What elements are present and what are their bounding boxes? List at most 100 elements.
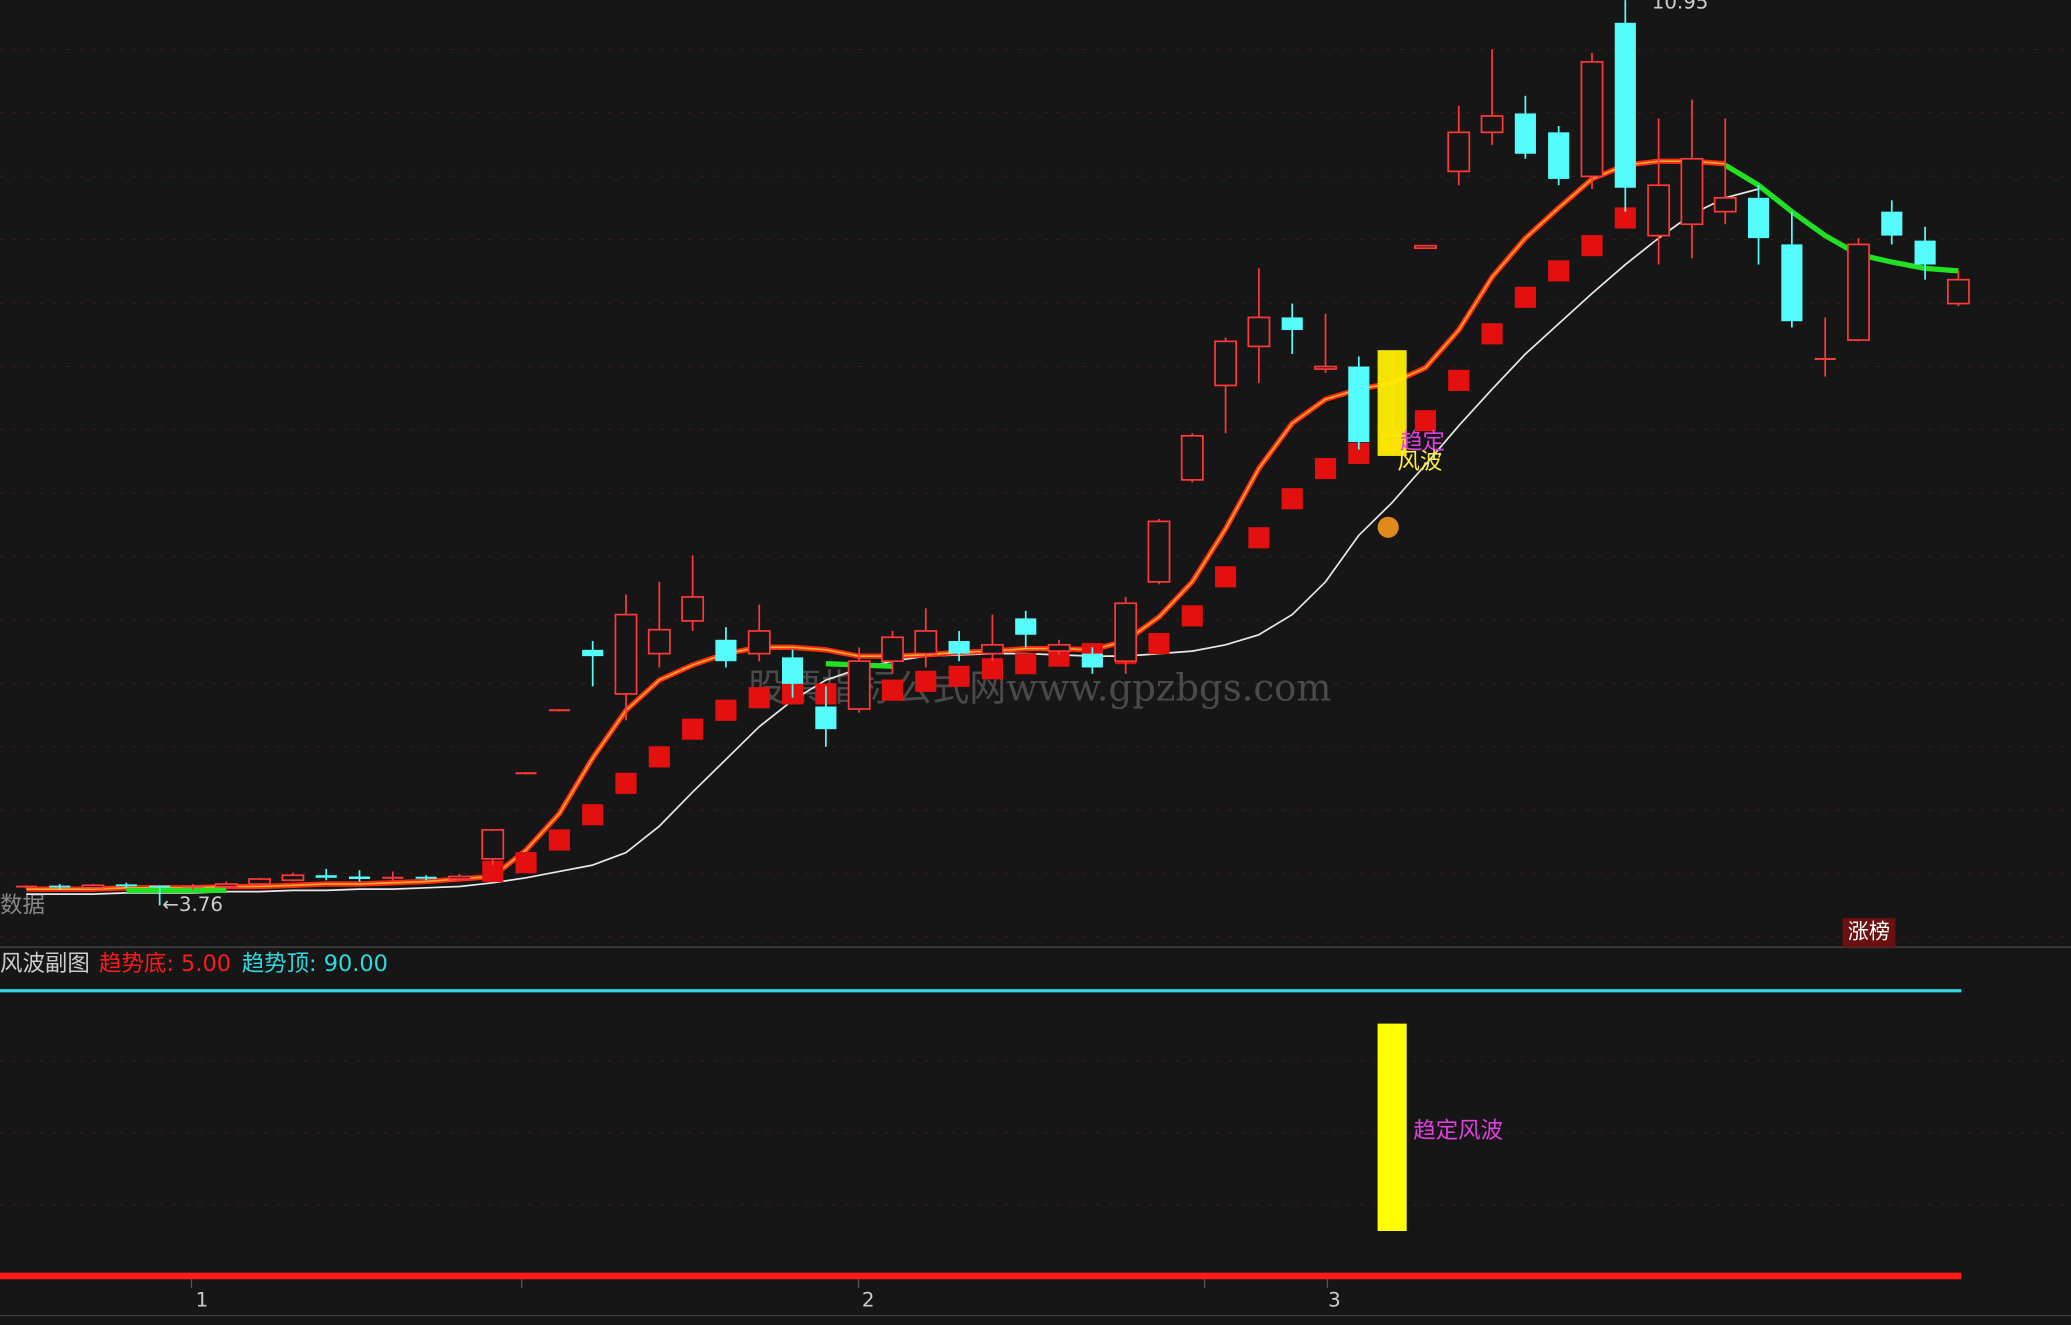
- candle-body: [815, 706, 837, 730]
- candle: [1314, 313, 1337, 373]
- candle: [681, 555, 705, 631]
- signal-bar: [948, 665, 970, 687]
- signal-bar: [648, 746, 670, 768]
- candle: [15, 885, 37, 890]
- signal-bar: [715, 699, 737, 721]
- badge-box: [1842, 918, 1896, 948]
- candle: [914, 608, 938, 668]
- candle-body: [1781, 244, 1803, 322]
- candle: [315, 868, 337, 881]
- candle: [1447, 105, 1471, 186]
- candle-body: [614, 613, 638, 695]
- candle: [614, 594, 638, 721]
- candle-body: [715, 639, 737, 662]
- candle: [1680, 99, 1704, 259]
- signal-bar: [1514, 286, 1536, 308]
- signal-bar: [582, 804, 604, 826]
- x-tick-label: 2: [862, 1289, 875, 1312]
- signal-bar: [482, 860, 504, 883]
- candle-body: [1580, 60, 1604, 178]
- candle: [1480, 49, 1504, 145]
- candle-body: [1946, 278, 1970, 305]
- candle-body: [847, 660, 871, 710]
- signal-bar: [981, 658, 1003, 680]
- signal-bar: [1448, 369, 1470, 391]
- candle: [548, 709, 570, 712]
- signal-bar: [748, 687, 770, 709]
- money-icon: [1377, 516, 1399, 538]
- candle-body: [1015, 618, 1037, 635]
- candle-body: [1847, 243, 1870, 341]
- candle-body: [1047, 643, 1071, 652]
- candle: [1114, 596, 1138, 674]
- candle: [1348, 356, 1370, 450]
- candle: [348, 870, 371, 882]
- overlay-line-core: [26, 160, 1726, 890]
- candle-body: [1680, 157, 1704, 226]
- signal-bar: [1281, 488, 1303, 510]
- signal-bar: [1581, 235, 1603, 257]
- candle-body: [1614, 22, 1636, 188]
- candle-body: [1747, 197, 1770, 239]
- top-level-label: 趋势顶: 90.00: [242, 951, 388, 977]
- signal-bar: [548, 829, 570, 851]
- signal-bar: [1314, 457, 1337, 480]
- candle-body: [1348, 366, 1370, 443]
- candle-body: [281, 874, 305, 882]
- candle: [847, 647, 871, 713]
- candle: [1580, 53, 1604, 189]
- signal-bar: [1248, 527, 1270, 549]
- candle: [1847, 238, 1870, 342]
- signal-bar: [682, 718, 704, 740]
- candle: [1647, 118, 1671, 265]
- bar-label: 趋定风波: [1413, 1118, 1503, 1144]
- signal-bar: [915, 670, 937, 692]
- signal-bar: [1614, 207, 1636, 229]
- candle: [481, 829, 505, 866]
- main-grid-pattern: [0, 0, 2071, 945]
- candle: [515, 771, 537, 775]
- signal-bar: [615, 772, 637, 794]
- candle-body: [647, 628, 671, 655]
- candle-body: [214, 883, 238, 888]
- candle: [1247, 268, 1271, 383]
- candle-body: [81, 884, 105, 889]
- candle: [1180, 433, 1204, 483]
- candle: [1781, 211, 1803, 328]
- candle-body: [481, 829, 505, 860]
- candle-body: [1914, 240, 1936, 265]
- candle-body: [582, 649, 604, 657]
- candle-body: [747, 630, 771, 655]
- candle-body: [881, 636, 904, 663]
- candle: [715, 627, 737, 668]
- candle: [281, 872, 305, 882]
- candle: [1281, 303, 1303, 354]
- candle-body: [1147, 520, 1171, 583]
- signal-label: 趋定: [1400, 429, 1445, 455]
- candle: [582, 641, 604, 687]
- candle-body: [1881, 211, 1903, 236]
- corner-label: 数据: [0, 893, 45, 919]
- candle: [1147, 518, 1171, 585]
- candle-body: [980, 643, 1004, 655]
- x-tick-label: 3: [1328, 1289, 1341, 1312]
- candle: [248, 877, 272, 886]
- candle-body: [1281, 317, 1303, 331]
- axis-dividers: [190, 1278, 1329, 1288]
- candle: [1047, 639, 1071, 655]
- low-label: ←3.76: [162, 893, 223, 916]
- candle-body: [1548, 132, 1570, 179]
- candle: [115, 882, 137, 888]
- candle-body: [248, 878, 272, 885]
- candle-body: [1480, 115, 1504, 134]
- candle-body: [448, 875, 471, 880]
- signal-bar: [1148, 632, 1170, 655]
- candle: [448, 873, 471, 881]
- signal-bar: [1548, 260, 1570, 282]
- candle-body: [315, 875, 337, 878]
- candle: [781, 649, 804, 698]
- signal-bar: [1348, 442, 1370, 464]
- signal-bar: [1414, 410, 1437, 432]
